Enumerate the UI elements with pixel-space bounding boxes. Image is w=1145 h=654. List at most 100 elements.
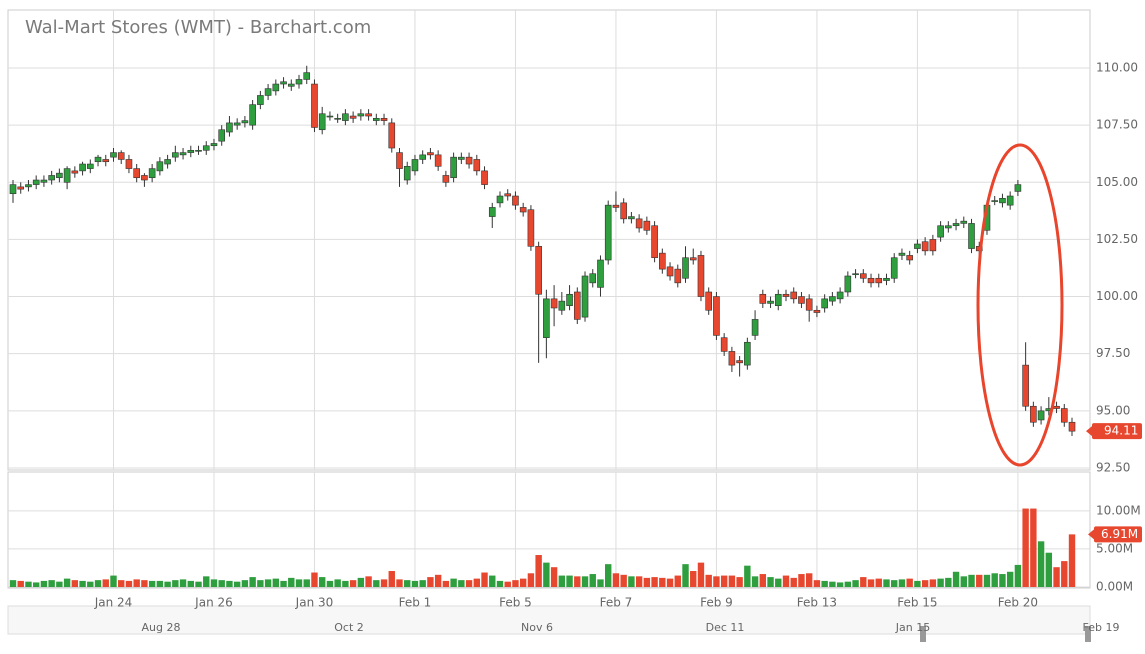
candle-body xyxy=(257,95,264,105)
x-tick-label: Feb 7 xyxy=(600,596,633,610)
candle-body xyxy=(782,293,790,297)
candle-body xyxy=(589,273,597,284)
volume-bar xyxy=(751,576,759,587)
volume-bar xyxy=(349,580,357,587)
volume-bar xyxy=(1045,552,1053,587)
volume-bar xyxy=(203,576,210,587)
candle-body xyxy=(844,275,852,293)
candle-body xyxy=(318,113,326,131)
last-volume-label: 6.91M xyxy=(1101,527,1138,541)
volume-bar xyxy=(357,577,365,587)
volume-bar xyxy=(574,576,581,587)
candle-body xyxy=(427,152,434,156)
candle-body xyxy=(859,273,867,279)
candle-body xyxy=(164,159,171,165)
candle-body xyxy=(87,163,94,169)
volume-bar xyxy=(605,564,612,587)
candle-body xyxy=(952,223,960,227)
candle-body xyxy=(852,273,859,276)
chart-title: Wal-Mart Stores (WMT) - Barchart.com xyxy=(25,17,371,38)
volume-bar xyxy=(999,574,1006,587)
candle-body xyxy=(403,166,411,181)
candle-body xyxy=(767,300,774,304)
volume-bar xyxy=(373,580,380,587)
volume-bar xyxy=(705,574,712,587)
volume-bar xyxy=(875,578,882,587)
navigator-handle[interactable] xyxy=(1085,626,1091,642)
candle-body xyxy=(79,163,86,172)
volume-bar xyxy=(821,580,828,587)
candle-body xyxy=(264,88,272,96)
volume-bar xyxy=(264,579,272,587)
volume-bar xyxy=(921,580,929,587)
volume-bar xyxy=(1037,541,1045,587)
candle-body xyxy=(921,241,929,252)
volume-bar xyxy=(334,579,341,587)
volume-bar xyxy=(581,576,589,587)
volume-bar xyxy=(1068,534,1076,587)
volume-bar xyxy=(1061,561,1068,587)
volume-bar xyxy=(94,580,102,587)
volume-bar xyxy=(218,580,225,587)
candle-body xyxy=(991,200,999,202)
volume-bar xyxy=(71,580,79,587)
candle-body xyxy=(1053,405,1060,409)
candle-body xyxy=(751,319,759,336)
candle-body xyxy=(836,291,844,300)
candle-body xyxy=(210,143,218,147)
candle-body xyxy=(110,152,117,158)
volume-bar xyxy=(326,580,334,587)
y-tick-label: 107.50 xyxy=(1096,118,1138,132)
volume-bar xyxy=(110,575,117,587)
candle-body xyxy=(713,296,720,336)
candle-body xyxy=(666,266,674,277)
candle-body xyxy=(728,351,736,366)
volume-bar xyxy=(543,562,550,587)
candle-body xyxy=(280,81,287,85)
candle-body xyxy=(798,296,805,304)
candle-body xyxy=(473,159,481,172)
candle-body xyxy=(867,277,875,284)
volume-bar xyxy=(519,578,527,587)
volume-bar xyxy=(187,580,194,587)
candle-body xyxy=(689,257,697,261)
candle-body xyxy=(458,156,465,160)
volume-bar xyxy=(898,579,906,587)
candle-body xyxy=(141,175,148,181)
candle-body xyxy=(697,255,705,297)
volume-bar xyxy=(141,580,148,587)
volume-bar xyxy=(125,580,133,587)
candle-body xyxy=(411,159,419,172)
volume-bar xyxy=(682,564,689,587)
candle-body xyxy=(373,118,380,121)
candle-body xyxy=(1060,408,1068,423)
volume-bar xyxy=(790,577,797,587)
candle-body xyxy=(558,300,566,311)
volume-bar xyxy=(860,577,867,587)
candle-body xyxy=(543,298,550,338)
candle-body xyxy=(682,257,689,279)
volume-bar xyxy=(527,573,535,587)
volume-bar xyxy=(411,580,419,587)
volume-bar xyxy=(210,579,218,587)
candle-body xyxy=(71,170,79,174)
volume-bar xyxy=(914,580,921,587)
navigator-handle[interactable] xyxy=(920,626,926,642)
candle-body xyxy=(357,113,365,117)
candle-body xyxy=(875,277,883,284)
volume-bar xyxy=(635,576,643,587)
candle-body xyxy=(303,72,311,80)
candle-body xyxy=(604,204,612,261)
volume-bar xyxy=(233,581,241,587)
x-tick-label: Jan 26 xyxy=(194,596,233,610)
candle-body xyxy=(597,259,604,288)
candle-body xyxy=(481,170,488,185)
volume-bar xyxy=(968,574,975,587)
x-tick-label: Feb 9 xyxy=(700,596,733,610)
last-price-box xyxy=(1092,423,1142,440)
volume-bar xyxy=(852,580,859,587)
candle-body xyxy=(628,216,635,220)
volume-bar xyxy=(172,580,179,587)
volume-bar xyxy=(311,572,318,587)
